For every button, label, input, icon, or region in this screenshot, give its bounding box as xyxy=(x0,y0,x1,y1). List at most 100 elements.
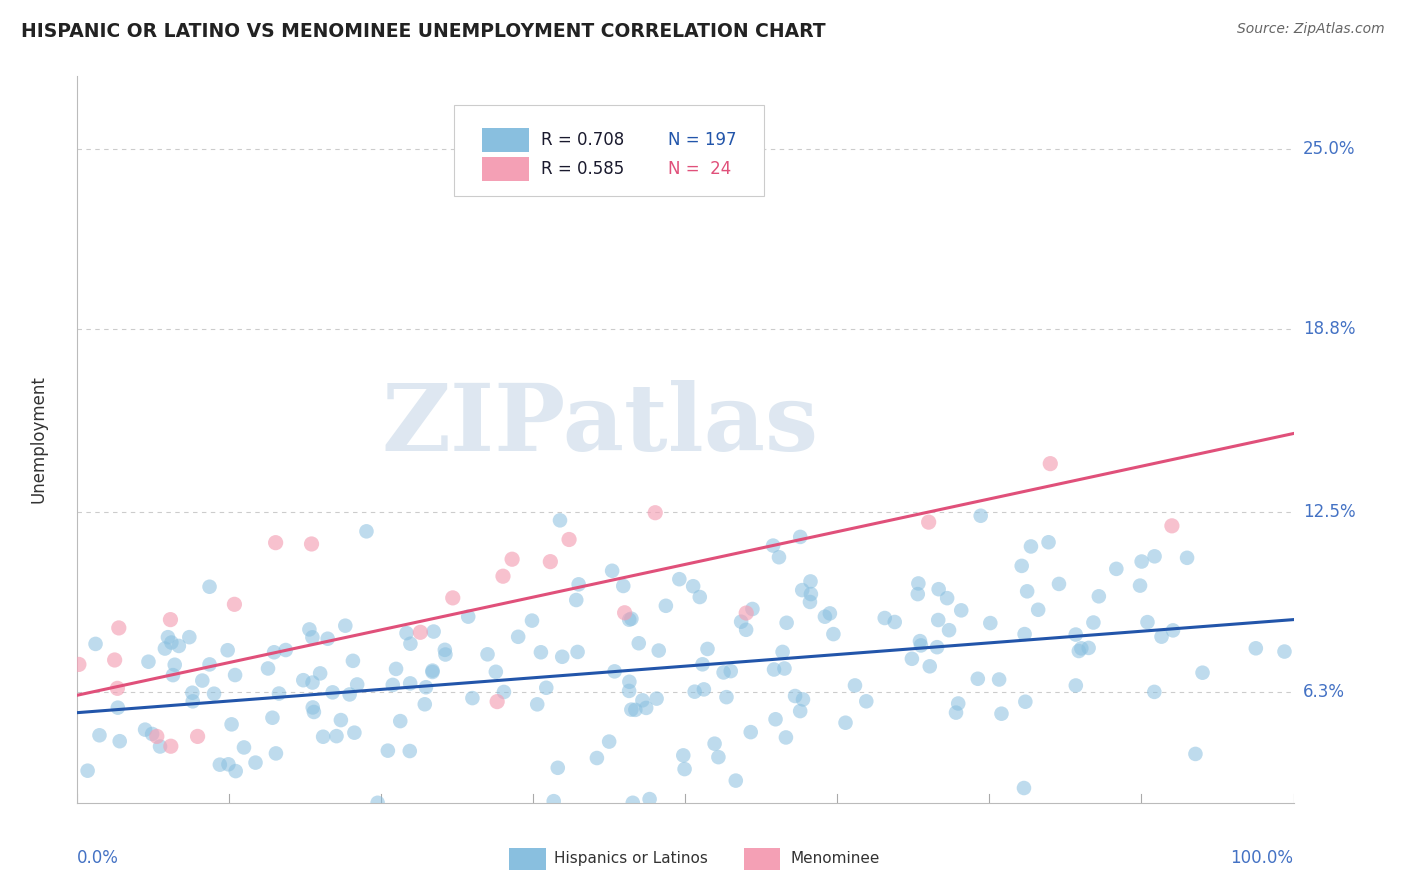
Point xyxy=(928,582,950,597)
Point xyxy=(568,577,591,591)
Point xyxy=(413,698,436,712)
Point xyxy=(682,579,704,593)
Point xyxy=(565,593,588,607)
Point xyxy=(1150,630,1173,644)
Point xyxy=(979,616,1001,631)
Point xyxy=(620,703,643,717)
Point xyxy=(105,681,128,696)
Point xyxy=(645,691,668,706)
Point xyxy=(800,587,823,601)
Point xyxy=(617,684,640,698)
Point xyxy=(422,664,444,678)
Point xyxy=(707,750,730,764)
Point xyxy=(1143,549,1166,564)
Point xyxy=(245,756,267,770)
Point xyxy=(381,678,404,692)
Point xyxy=(950,603,973,617)
Point xyxy=(316,632,339,646)
Text: 6.3%: 6.3% xyxy=(1303,683,1346,701)
FancyBboxPatch shape xyxy=(482,157,529,181)
Point xyxy=(367,796,389,810)
Point xyxy=(735,606,758,620)
Point xyxy=(301,630,323,644)
Point xyxy=(638,792,661,806)
Point xyxy=(389,714,412,728)
Point xyxy=(149,739,172,754)
Point xyxy=(107,700,129,714)
Point xyxy=(156,630,179,644)
Text: 12.5%: 12.5% xyxy=(1303,503,1355,521)
Point xyxy=(703,737,725,751)
Point xyxy=(217,757,239,772)
Point xyxy=(873,611,896,625)
Point xyxy=(485,665,508,679)
Point xyxy=(789,530,811,544)
Point xyxy=(398,744,420,758)
Point xyxy=(325,729,347,743)
Point xyxy=(970,508,993,523)
Point xyxy=(936,591,959,606)
Point xyxy=(547,761,569,775)
Point xyxy=(181,686,204,700)
Point xyxy=(735,623,758,637)
Point xyxy=(134,723,156,737)
Point xyxy=(191,673,214,688)
Point xyxy=(883,615,905,629)
Point xyxy=(225,764,247,778)
Point xyxy=(1175,550,1198,565)
Point xyxy=(508,630,530,644)
Point xyxy=(153,641,176,656)
Point xyxy=(1161,624,1184,638)
Point xyxy=(1019,540,1042,554)
Point xyxy=(76,764,98,778)
Point xyxy=(772,645,794,659)
Point xyxy=(422,665,444,679)
Point xyxy=(202,687,225,701)
Point xyxy=(901,652,924,666)
Point xyxy=(1064,627,1087,641)
Text: R = 0.585: R = 0.585 xyxy=(541,160,624,178)
Point xyxy=(799,574,821,589)
Point xyxy=(536,681,558,695)
Point xyxy=(312,730,335,744)
Point xyxy=(1274,644,1296,658)
Point xyxy=(927,613,949,627)
Point xyxy=(160,635,183,649)
Point xyxy=(624,703,647,717)
Point xyxy=(1088,590,1111,604)
Point xyxy=(217,643,239,657)
Point xyxy=(343,725,366,739)
Point xyxy=(689,590,711,604)
Point xyxy=(765,712,787,726)
Point xyxy=(1191,665,1213,680)
Point xyxy=(89,728,111,742)
Text: Menominee: Menominee xyxy=(790,851,879,866)
Point xyxy=(501,552,523,566)
Point xyxy=(621,796,644,810)
Point xyxy=(925,640,948,655)
Point xyxy=(262,711,284,725)
Point xyxy=(683,684,706,698)
Point xyxy=(763,663,786,677)
Point xyxy=(342,654,364,668)
Point xyxy=(107,621,129,635)
Point xyxy=(1130,555,1153,569)
Point xyxy=(1014,627,1036,641)
Point xyxy=(672,748,695,763)
Point xyxy=(486,695,509,709)
Point xyxy=(399,676,422,690)
Point xyxy=(309,666,332,681)
Point xyxy=(434,648,457,662)
Point xyxy=(298,623,321,637)
Point xyxy=(415,680,437,694)
Point xyxy=(267,687,290,701)
Text: Unemployment: Unemployment xyxy=(30,376,48,503)
Point xyxy=(768,550,790,565)
Point xyxy=(1067,644,1090,658)
Point xyxy=(264,747,287,761)
Point xyxy=(346,677,368,691)
Point xyxy=(627,636,650,650)
Point xyxy=(187,730,209,744)
Point xyxy=(619,613,641,627)
Point xyxy=(600,564,623,578)
